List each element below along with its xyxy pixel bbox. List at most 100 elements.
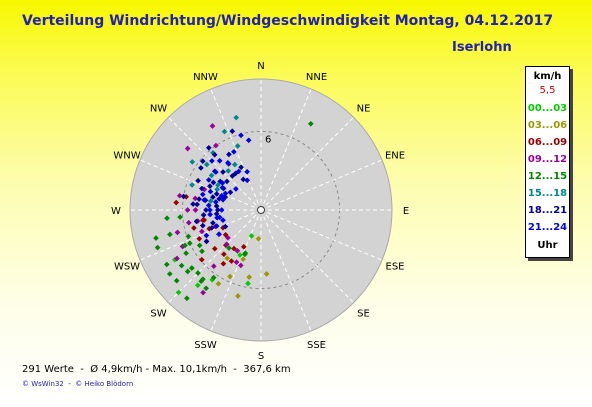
- chart-title: Verteilung Windrichtung/Windgeschwindigk…: [22, 13, 554, 29]
- point-5-0: [231, 161, 238, 168]
- point-3-0: [184, 145, 191, 152]
- point-7-29: [218, 192, 225, 199]
- point-2-17: [173, 199, 180, 206]
- point-6-7: [210, 179, 217, 186]
- point-1-2: [235, 293, 241, 299]
- point-3-17: [237, 262, 244, 269]
- point-3-10: [223, 241, 230, 248]
- point-6-28: [200, 212, 207, 218]
- point-1-6: [240, 256, 246, 263]
- legend-band-4: 12...15: [527, 171, 568, 182]
- dir-label-ne: NE: [357, 104, 371, 115]
- point-0-3: [194, 282, 201, 289]
- dir-label-nne: NNE: [306, 72, 327, 83]
- point-0-7: [245, 280, 251, 287]
- point-6-0: [240, 176, 247, 183]
- point-5-2: [221, 128, 228, 135]
- point-5-4: [225, 168, 232, 174]
- point-6-37: [220, 169, 226, 175]
- point-1-4: [263, 271, 270, 277]
- rose-spoke-10: [168, 209, 262, 303]
- rose-spoke-11: [139, 209, 262, 261]
- point-4-6: [184, 295, 190, 302]
- point-6-30: [224, 178, 230, 185]
- point-7-1: [245, 137, 252, 144]
- point-7-8: [219, 180, 226, 186]
- point-3-20: [233, 259, 240, 266]
- dir-label-sse: SSE: [307, 340, 326, 351]
- point-6-39: [229, 173, 236, 179]
- point-4-5: [185, 233, 192, 240]
- point-2-1: [228, 258, 235, 264]
- point-7-10: [222, 190, 229, 197]
- point-6-3: [226, 151, 232, 158]
- point-6-23: [199, 158, 206, 165]
- dir-label-se: SE: [357, 309, 370, 320]
- point-4-17: [166, 271, 173, 277]
- point-7-2: [238, 132, 244, 139]
- point-6-10: [227, 189, 234, 196]
- point-7-18: [220, 217, 226, 224]
- point-4-25: [196, 242, 203, 249]
- point-4-8: [210, 274, 217, 281]
- legend-unit: km/h: [533, 71, 562, 82]
- point-7-0: [244, 168, 250, 175]
- point-6-20: [222, 223, 229, 230]
- point-4-0: [199, 248, 205, 255]
- point-4-1: [182, 242, 188, 249]
- legend-band-0: 00...03: [527, 103, 568, 114]
- dir-label-nnw: NNW: [193, 72, 218, 83]
- point-4-11: [186, 240, 193, 247]
- point-6-21: [203, 238, 210, 245]
- point-6-22: [180, 193, 187, 200]
- point-4-9: [183, 250, 189, 257]
- legend-max: 5,5: [539, 85, 556, 96]
- point-5-8: [208, 172, 215, 179]
- legend-band-1: 03...06: [527, 120, 568, 131]
- legend-band-5: 15...18: [527, 188, 568, 199]
- point-4-16: [203, 285, 209, 292]
- point-1-1: [227, 273, 233, 280]
- point-6-4: [211, 151, 218, 158]
- point-2-10: [196, 235, 203, 242]
- point-3-3: [184, 207, 191, 213]
- point-7-16: [207, 211, 213, 218]
- point-0-0: [248, 233, 255, 239]
- point-5-9: [203, 161, 210, 168]
- dir-label-n: N: [257, 61, 264, 72]
- dir-label-wnw: WNW: [113, 151, 140, 162]
- rose-spoke-2: [260, 117, 354, 211]
- point-5-1: [233, 114, 240, 121]
- point-4-20: [178, 262, 185, 269]
- point-1-7: [224, 255, 231, 262]
- point-2-0: [240, 243, 247, 250]
- point-7-14: [205, 202, 212, 209]
- point-3-21: [192, 207, 199, 213]
- rose-spoke-14: [168, 117, 262, 211]
- point-7-30: [212, 199, 219, 205]
- point-3-9: [225, 234, 231, 241]
- point-4-15: [242, 250, 249, 256]
- dir-label-ssw: SSW: [194, 340, 217, 351]
- point-5-5: [215, 182, 221, 188]
- dir-label-wsw: WSW: [114, 262, 140, 273]
- point-6-13: [190, 201, 196, 207]
- dir-label-ese: ESE: [386, 262, 405, 273]
- point-1-3: [215, 280, 222, 287]
- rose-spoke-3: [260, 159, 383, 211]
- point-7-28: [216, 214, 223, 221]
- legend-band-3: 09...12: [527, 154, 568, 165]
- point-7-26: [219, 184, 226, 191]
- point-4-4: [177, 214, 183, 220]
- point-3-13: [200, 289, 206, 296]
- point-3-6: [176, 192, 183, 199]
- point-4-18: [154, 244, 161, 251]
- point-1-0: [246, 274, 253, 280]
- point-6-34: [214, 207, 221, 213]
- point-3-1: [213, 142, 219, 149]
- point-1-5: [255, 235, 262, 242]
- point-6-32: [195, 177, 201, 184]
- point-6-29: [208, 225, 215, 231]
- dir-label-nw: NW: [150, 104, 167, 115]
